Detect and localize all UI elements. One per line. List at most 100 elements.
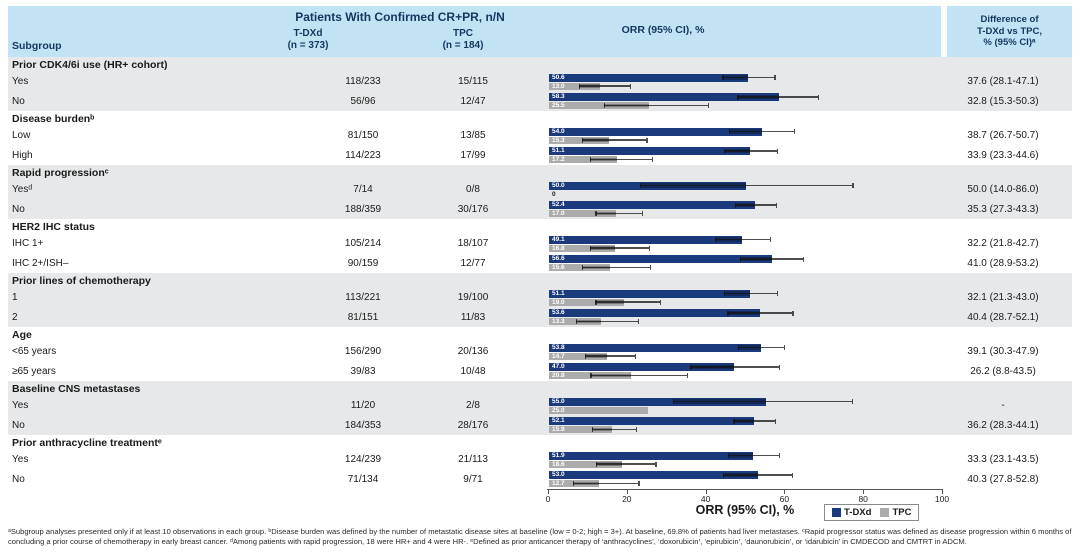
ci-whisker-cap xyxy=(595,461,598,467)
tpc-nN-value: 12/47 xyxy=(460,95,486,107)
ci-whisker-cap xyxy=(793,129,795,134)
ci-whisker xyxy=(723,292,778,295)
row-label: ≥65 years xyxy=(12,365,56,377)
table-row: Yes 118/233 15/115 50.6 13.0 37.6 (28.1-47.1) xyxy=(8,72,1072,92)
ci-whisker xyxy=(572,482,639,485)
table-row: ≥65 years 39/83 10/48 47.0 20.8 26.2 (8.8-43.… xyxy=(8,362,1072,382)
ci-whisker-cap xyxy=(715,237,717,242)
tdxd-nN-value: 156/290 xyxy=(344,346,382,357)
ci-whisker-cap xyxy=(636,427,638,432)
table-row: No 71/134 9/71 53.0 12.7 40.3 (27.8-52.8) xyxy=(8,470,1072,490)
tpc-column-header: TPC (n = 184) xyxy=(403,28,523,52)
orr-bars: 53.8 14.7 xyxy=(548,342,942,362)
tpc-bar: 14.7 xyxy=(549,352,607,360)
tdxd-bar: 53.0 xyxy=(549,471,758,479)
tdxd-nN-value: 113/221 xyxy=(345,292,381,303)
tdxd-nN-value: 71/134 xyxy=(347,473,379,485)
ci-whisker-cap xyxy=(595,211,597,216)
tpc-bar: 18.6 xyxy=(549,460,623,468)
ci-whisker-cap xyxy=(734,202,736,208)
ci-whisker-cap xyxy=(575,319,577,324)
ci-whisker xyxy=(591,428,637,431)
ci-whisker-cap xyxy=(595,299,597,305)
ci-whisker xyxy=(727,312,793,314)
x-axis-tick-label: 60 xyxy=(779,494,790,504)
ci-whisker-cap xyxy=(818,94,820,100)
table-row: Yes 124/239 21/113 51.9 18.6 33.3 (23.1-43.5) xyxy=(8,450,1072,470)
tpc-nN-value: 18/107 xyxy=(457,238,489,249)
difference-value: 32.8 (15.3-50.3) xyxy=(967,95,1039,107)
ci-whisker xyxy=(690,366,779,368)
ci-whisker-cap xyxy=(774,75,776,80)
tdxd-column-name: T-DXd xyxy=(293,28,323,39)
row-label: IHC 2+/ISH– xyxy=(12,257,69,269)
ci-whisker-cap xyxy=(648,245,650,251)
x-axis-tick-label: 40 xyxy=(700,494,711,504)
table-row: High 114/223 17/99 51.1 17.2 33.9 (23.3-44.6) xyxy=(8,146,1072,166)
ci-whisker-cap xyxy=(603,103,605,108)
tdxd-bar: 49.1 xyxy=(549,235,743,244)
difference-header-line3: % (95% CI)ᵃ xyxy=(983,37,1036,49)
ci-whisker xyxy=(575,320,638,323)
tdxd-nN-value: 188/359 xyxy=(344,203,382,215)
ci-whisker xyxy=(737,346,784,349)
bar-value-label: 17.0 xyxy=(552,210,565,217)
ci-whisker-cap xyxy=(634,353,637,359)
tdxd-bar: 56.6 xyxy=(549,255,772,263)
ci-whisker-cap xyxy=(792,310,794,316)
row-label: <65 years xyxy=(12,346,57,357)
orr-bars: 54.0 15.3 xyxy=(548,126,942,146)
tdxd-nN-value: 114/223 xyxy=(345,149,381,161)
ci-whisker-cap xyxy=(729,129,731,134)
bar-value-label: 15.9 xyxy=(552,426,565,433)
legend-tpc-label: TPC xyxy=(892,507,912,518)
bar-value-label: 19.0 xyxy=(552,298,565,306)
tpc-nN-value: 0/8 xyxy=(466,184,480,195)
ci-whisker xyxy=(639,184,853,187)
bar-value-label: 15.6 xyxy=(552,264,565,271)
row-label: IHC 1+ xyxy=(12,238,44,249)
tpc-nN-value: 21/113 xyxy=(458,454,488,465)
ci-whisker xyxy=(595,212,642,215)
orr-bars: 53.6 13.3 xyxy=(548,308,942,328)
ci-whisker-cap xyxy=(659,299,661,305)
table-row: Low 81/150 13/85 54.0 15.3 38.7 (26.7-50.7) xyxy=(8,126,1072,146)
ci-whisker xyxy=(740,258,803,260)
row-label: No xyxy=(12,419,25,431)
x-axis-tick xyxy=(705,490,707,494)
table-row: No 184/353 28/176 52.1 15.9 36.2 (28.3-44.1) xyxy=(8,416,1072,436)
difference-value: 32.2 (21.8-42.7) xyxy=(967,238,1039,249)
ci-whisker-cap xyxy=(851,399,854,404)
tdxd-bar: 50.6 xyxy=(549,73,749,82)
orr-bars: 49.1 16.8 xyxy=(548,234,942,254)
subgroup-column-header: Subgroup xyxy=(12,40,62,52)
difference-value: 33.9 (23.3-44.6) xyxy=(967,149,1039,161)
ci-whisker-cap xyxy=(769,237,771,242)
ci-whisker-cap xyxy=(690,364,692,370)
tpc-nN-value: 17/99 xyxy=(460,149,486,161)
x-axis-tick xyxy=(942,490,943,494)
subgroup-band: Baseline CNS metastases Yes 11/20 2/8 55.0 25… xyxy=(8,381,1072,435)
table-row: No 56/96 12/47 58.3 25.5 32.8 (15.3-50.3) xyxy=(8,92,1072,112)
ci-whisker xyxy=(673,400,852,403)
bar-value-label: 55.0 xyxy=(552,397,565,405)
ci-whisker-cap xyxy=(686,373,689,378)
ci-whisker-cap xyxy=(775,202,778,208)
tpc-bar: 13.3 xyxy=(549,318,602,325)
subgroup-header: Baseline CNS metastases xyxy=(12,383,141,395)
difference-column-header: Difference of T-DXd vs TPC, % (95% CI)ᵃ xyxy=(947,6,1072,57)
orr-bars: 51.9 18.6 xyxy=(548,450,942,470)
ci-whisker-cap xyxy=(727,453,730,458)
tdxd-swatch-icon xyxy=(832,508,841,517)
bar-value-label: 51.1 xyxy=(552,289,565,297)
tdxd-bar: 47.0 xyxy=(549,363,735,371)
ci-whisker xyxy=(729,130,794,133)
ci-whisker-cap xyxy=(639,183,641,188)
ci-whisker-cap xyxy=(578,83,580,89)
subgroup-header: Prior anthracycline treatmentᵉ xyxy=(12,437,162,449)
tpc-nN-value: 9/71 xyxy=(463,473,483,485)
difference-value: 32.1 (21.3-43.0) xyxy=(967,292,1039,303)
orr-bars: 51.1 17.2 xyxy=(548,146,942,166)
difference-value: 33.3 (23.1-43.5) xyxy=(967,454,1039,465)
tpc-bar: 16.8 xyxy=(549,244,616,252)
